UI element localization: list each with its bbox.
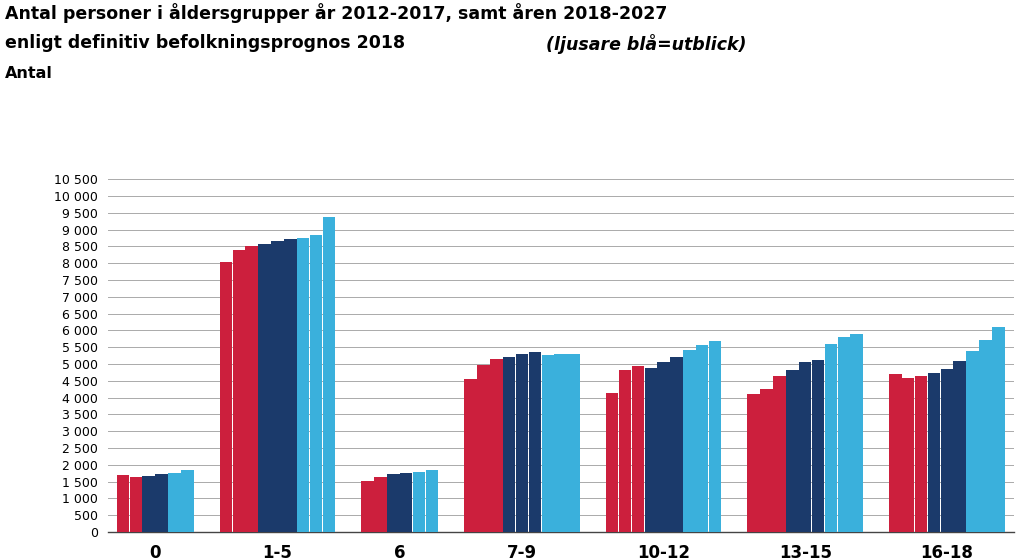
Bar bbox=[258, 244, 270, 532]
Bar bbox=[632, 366, 644, 532]
Bar bbox=[181, 470, 194, 532]
Bar bbox=[941, 368, 953, 532]
Text: (ljusare blå=utblick): (ljusare blå=utblick) bbox=[546, 34, 746, 54]
Bar bbox=[168, 473, 180, 532]
Bar bbox=[284, 239, 297, 532]
Bar bbox=[156, 474, 168, 532]
Bar bbox=[477, 365, 489, 532]
Bar bbox=[117, 475, 129, 532]
Bar bbox=[246, 246, 258, 532]
Bar bbox=[657, 362, 670, 532]
Bar bbox=[464, 379, 477, 532]
Bar bbox=[671, 357, 683, 532]
Bar bbox=[220, 262, 232, 532]
Bar bbox=[709, 341, 721, 532]
Bar bbox=[838, 337, 850, 532]
Bar bbox=[606, 393, 618, 532]
Bar bbox=[851, 334, 863, 532]
Bar bbox=[644, 368, 657, 532]
Bar bbox=[773, 376, 785, 532]
Bar bbox=[542, 354, 554, 532]
Bar bbox=[812, 360, 824, 532]
Bar bbox=[786, 370, 799, 532]
Bar bbox=[824, 344, 838, 532]
Bar bbox=[967, 351, 979, 532]
Bar bbox=[374, 477, 387, 532]
Bar bbox=[400, 473, 413, 532]
Bar bbox=[567, 354, 580, 532]
Bar bbox=[696, 345, 709, 532]
Bar bbox=[554, 354, 567, 532]
Bar bbox=[799, 362, 811, 532]
Bar bbox=[323, 217, 335, 532]
Text: Antal personer i åldersgrupper år 2012-2017, samt åren 2018-2027: Antal personer i åldersgrupper år 2012-2… bbox=[5, 3, 668, 23]
Bar bbox=[361, 480, 374, 532]
Bar bbox=[979, 340, 991, 532]
Bar bbox=[528, 352, 541, 532]
Bar bbox=[387, 474, 399, 532]
Bar bbox=[297, 237, 309, 532]
Bar bbox=[426, 470, 438, 532]
Bar bbox=[928, 374, 940, 532]
Bar bbox=[271, 241, 284, 532]
Bar bbox=[310, 235, 323, 532]
Bar bbox=[413, 472, 425, 532]
Bar bbox=[503, 357, 515, 532]
Bar bbox=[142, 476, 155, 532]
Bar bbox=[992, 327, 1005, 532]
Bar bbox=[748, 394, 760, 532]
Bar bbox=[683, 349, 695, 532]
Bar bbox=[953, 361, 966, 532]
Bar bbox=[902, 378, 914, 532]
Bar bbox=[618, 370, 631, 532]
Text: enligt definitiv befolkningsprognos 2018: enligt definitiv befolkningsprognos 2018 bbox=[5, 34, 412, 52]
Bar bbox=[914, 376, 928, 532]
Bar bbox=[232, 250, 245, 532]
Bar bbox=[130, 477, 142, 532]
Bar bbox=[516, 354, 528, 532]
Bar bbox=[490, 359, 503, 532]
Bar bbox=[889, 374, 901, 532]
Text: Antal: Antal bbox=[5, 66, 53, 81]
Bar bbox=[761, 389, 773, 532]
